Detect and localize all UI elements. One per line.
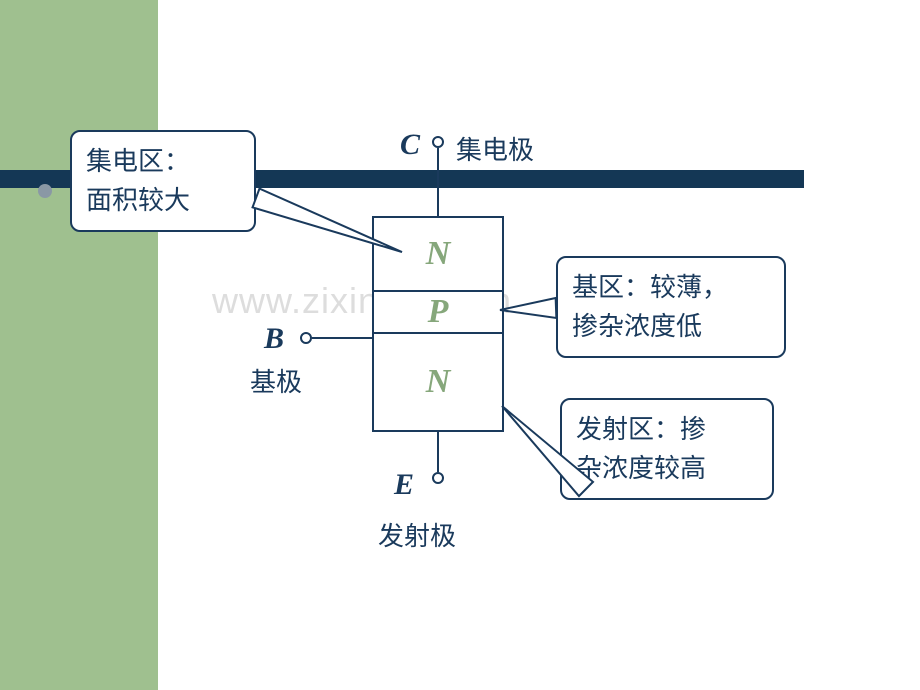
collector-letter: C	[400, 128, 420, 162]
callout-base-region-line2: 掺杂浓度低	[572, 307, 770, 346]
shadow-dot	[38, 184, 52, 198]
callout-base-region-line1: 基区：较薄，	[572, 268, 770, 307]
callout-emitter-region: 发射区：掺杂浓度较高	[560, 398, 774, 500]
npn-layer-2: N	[372, 332, 504, 432]
base-label: 基极	[250, 362, 302, 399]
emitter-label: 发射极	[378, 516, 456, 553]
callout-emitter-region-line1: 发射区：掺	[576, 410, 758, 449]
base-dot	[300, 332, 312, 344]
callout-collector-region-line1: 集电区：	[86, 142, 240, 181]
side-green-bar	[0, 0, 158, 690]
callout-base-region: 基区：较薄，掺杂浓度低	[556, 256, 786, 358]
callout-collector-region-line2: 面积较大	[86, 181, 240, 220]
npn-layer-0: N	[372, 216, 504, 292]
base-letter: B	[264, 322, 284, 356]
emitter-dot	[432, 472, 444, 484]
wire	[437, 148, 439, 216]
collector-dot	[432, 136, 444, 148]
wire	[312, 337, 372, 339]
collector-label: 集电极	[456, 130, 534, 167]
wire	[437, 430, 439, 472]
callout-emitter-region-line2: 杂浓度较高	[576, 449, 758, 488]
callout-collector-region: 集电区：面积较大	[70, 130, 256, 232]
npn-layer-1: P	[372, 290, 504, 334]
emitter-letter: E	[394, 468, 414, 502]
